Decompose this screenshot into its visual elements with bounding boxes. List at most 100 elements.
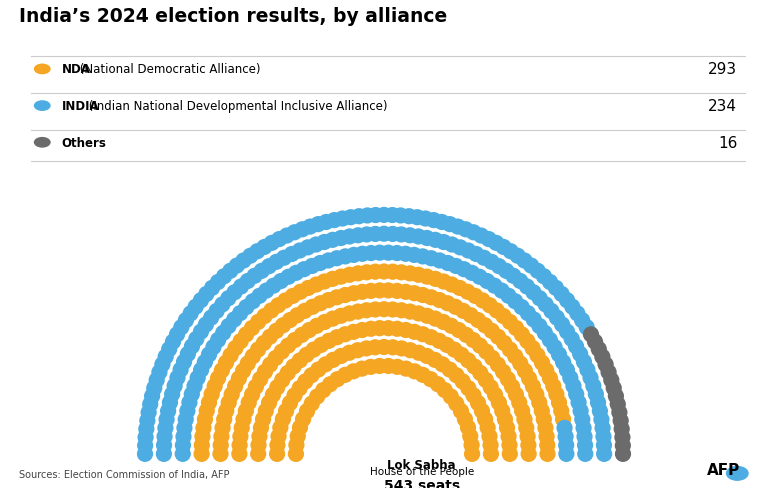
Circle shape	[564, 331, 580, 347]
Circle shape	[289, 307, 306, 324]
Circle shape	[141, 405, 157, 421]
Circle shape	[270, 298, 286, 314]
Circle shape	[258, 403, 274, 419]
Circle shape	[372, 358, 388, 374]
Circle shape	[495, 239, 511, 256]
Circle shape	[477, 411, 493, 427]
Circle shape	[446, 342, 462, 358]
Circle shape	[541, 370, 558, 386]
Circle shape	[341, 345, 357, 361]
Circle shape	[362, 321, 379, 337]
Circle shape	[165, 334, 181, 350]
Circle shape	[232, 305, 248, 322]
Circle shape	[346, 285, 362, 302]
Circle shape	[187, 378, 203, 394]
Circle shape	[142, 396, 158, 412]
Circle shape	[531, 395, 548, 411]
Circle shape	[207, 378, 223, 394]
Circle shape	[282, 395, 298, 411]
Circle shape	[495, 364, 511, 380]
Circle shape	[525, 340, 541, 356]
Circle shape	[303, 367, 319, 384]
Circle shape	[350, 228, 366, 244]
Circle shape	[444, 237, 460, 253]
Circle shape	[594, 411, 610, 427]
Circle shape	[233, 279, 249, 295]
Circle shape	[223, 386, 240, 403]
Circle shape	[162, 395, 178, 411]
Circle shape	[354, 361, 370, 377]
Circle shape	[490, 357, 506, 373]
Circle shape	[508, 386, 524, 403]
Circle shape	[588, 386, 604, 403]
Circle shape	[280, 269, 296, 285]
Circle shape	[197, 411, 213, 427]
Circle shape	[346, 324, 362, 340]
Circle shape	[521, 446, 537, 462]
Circle shape	[392, 208, 409, 224]
Circle shape	[577, 446, 594, 462]
Circle shape	[484, 323, 500, 339]
Circle shape	[266, 278, 282, 294]
Circle shape	[583, 326, 599, 343]
Circle shape	[349, 343, 366, 359]
Circle shape	[343, 210, 359, 226]
Circle shape	[183, 305, 199, 322]
Circle shape	[502, 314, 518, 330]
Circle shape	[479, 273, 495, 289]
Circle shape	[615, 446, 631, 462]
Circle shape	[277, 293, 293, 309]
Circle shape	[288, 265, 304, 282]
Circle shape	[406, 324, 422, 340]
Circle shape	[410, 229, 426, 245]
Circle shape	[253, 420, 269, 436]
Circle shape	[252, 371, 268, 387]
Circle shape	[223, 347, 239, 364]
Circle shape	[250, 342, 266, 358]
Circle shape	[279, 228, 295, 244]
Circle shape	[292, 420, 308, 436]
Circle shape	[439, 296, 455, 312]
Circle shape	[490, 329, 506, 345]
Circle shape	[322, 376, 338, 392]
Circle shape	[406, 247, 422, 264]
Circle shape	[367, 226, 383, 243]
Circle shape	[157, 420, 174, 436]
Circle shape	[470, 312, 486, 328]
Circle shape	[198, 286, 214, 303]
Circle shape	[292, 243, 308, 259]
Circle shape	[465, 332, 482, 348]
Circle shape	[273, 344, 290, 360]
Circle shape	[512, 273, 528, 289]
Circle shape	[372, 245, 388, 261]
Circle shape	[525, 312, 542, 328]
Circle shape	[229, 258, 245, 274]
Circle shape	[342, 229, 358, 245]
Circle shape	[523, 258, 539, 274]
Circle shape	[423, 251, 439, 267]
Circle shape	[606, 380, 622, 396]
Circle shape	[220, 290, 237, 307]
Circle shape	[261, 395, 277, 411]
Circle shape	[516, 253, 532, 269]
Circle shape	[341, 305, 357, 322]
Circle shape	[250, 437, 266, 453]
Circle shape	[157, 428, 173, 445]
Circle shape	[402, 228, 418, 244]
Circle shape	[442, 388, 459, 405]
Circle shape	[303, 396, 319, 412]
Circle shape	[455, 303, 472, 319]
Circle shape	[359, 227, 375, 243]
Circle shape	[427, 232, 443, 248]
Circle shape	[214, 420, 230, 436]
Circle shape	[551, 395, 567, 411]
Circle shape	[193, 362, 209, 378]
Circle shape	[180, 346, 196, 362]
Circle shape	[337, 249, 353, 265]
Circle shape	[230, 370, 247, 387]
Circle shape	[320, 253, 336, 269]
Circle shape	[431, 333, 447, 349]
Circle shape	[576, 354, 592, 370]
Circle shape	[231, 446, 247, 462]
Circle shape	[555, 411, 571, 427]
